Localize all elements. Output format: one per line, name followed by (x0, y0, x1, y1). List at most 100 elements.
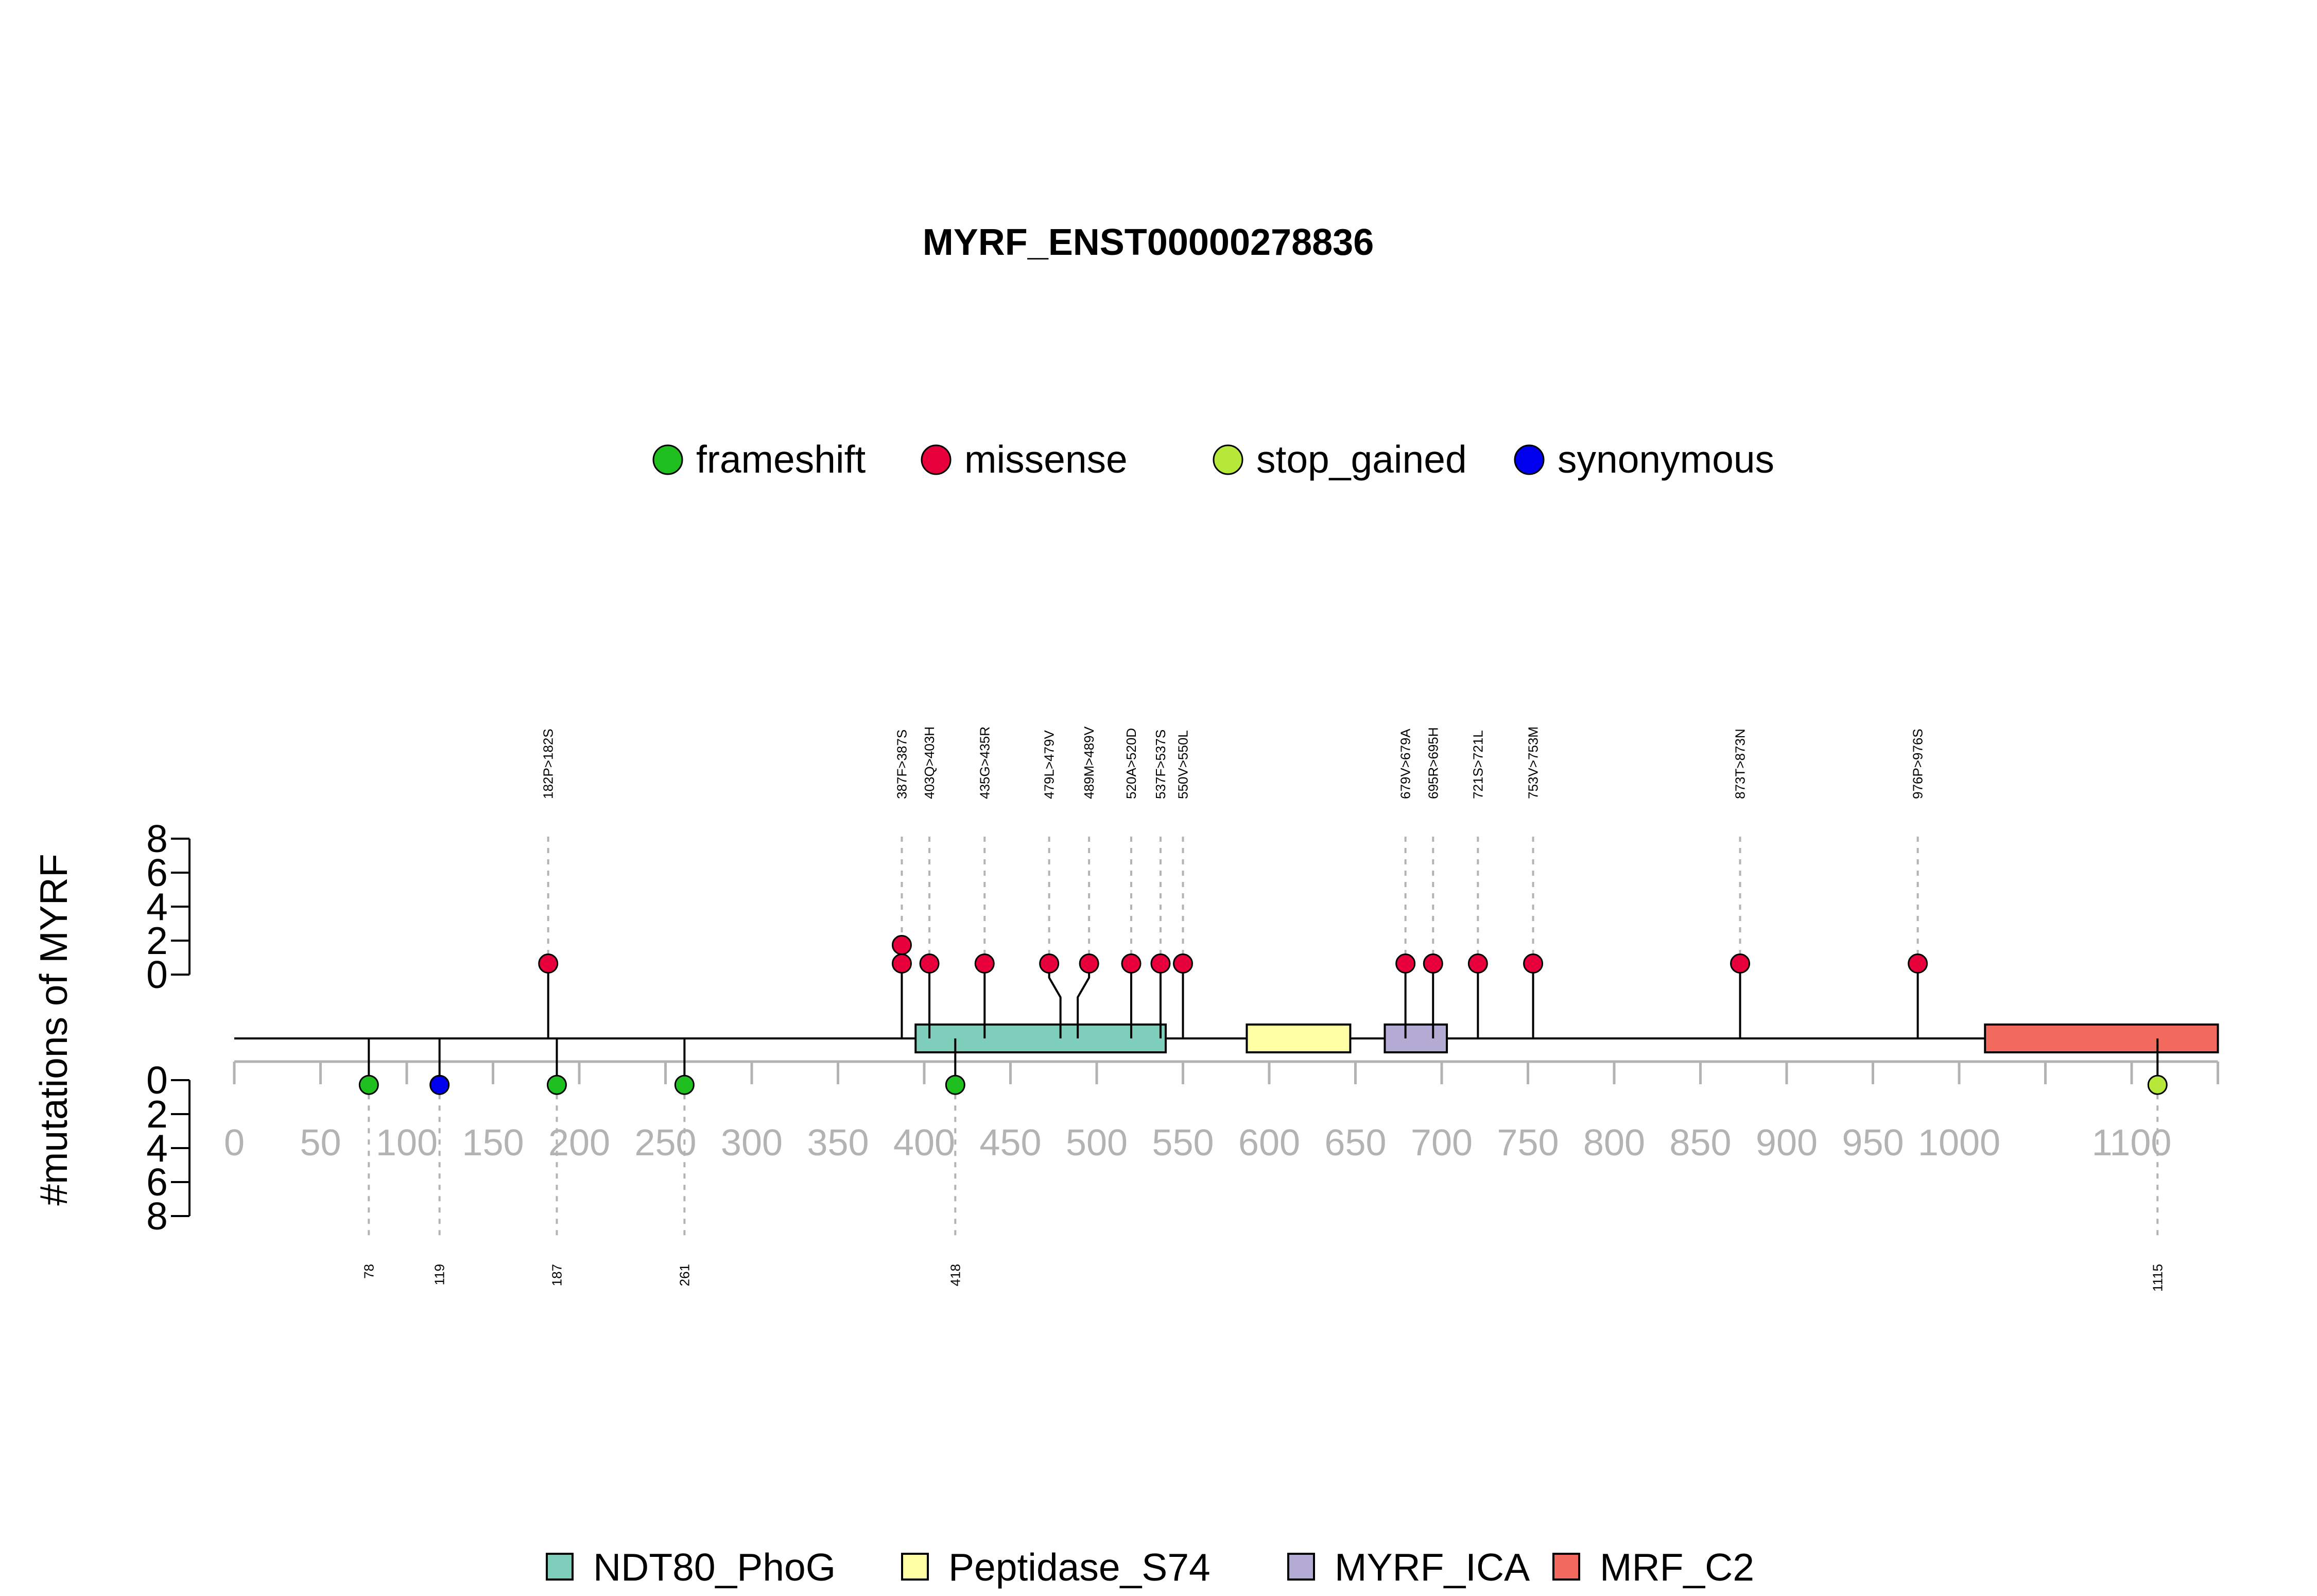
mutation-point-missense (919, 953, 940, 974)
position-tick-label: 350 (807, 1122, 869, 1164)
mutation-label: 119 (432, 1264, 447, 1285)
upper-y-tick-label: 2 (146, 919, 168, 962)
mutation-label: 721S>721L (1470, 730, 1485, 799)
position-tick-label: 1000 (1918, 1122, 2000, 1164)
mutation-label: 479L>479V (1042, 730, 1057, 799)
mutation-point-frameshift (546, 1074, 567, 1095)
position-tick-label: 900 (1756, 1122, 1818, 1164)
y-axis-label: #mutations of MYRF (32, 854, 75, 1206)
mutation-point-missense (1039, 953, 1060, 974)
mutation-point-frameshift (674, 1074, 695, 1095)
mutation-label: 753V>753M (1526, 726, 1541, 799)
mutation-label: 489M>489V (1081, 726, 1097, 799)
mutation-point-missense (1730, 953, 1751, 974)
mutation-point-synonymous (429, 1074, 450, 1095)
mutation-label: 695R>695H (1425, 727, 1441, 800)
mutation-label: 435G>435R (977, 726, 992, 799)
legend-dot-stop_gained (1213, 444, 1243, 475)
upper-y-tick-label: 0 (146, 953, 168, 996)
mutation-point-missense (1908, 953, 1928, 974)
mutation-label: 403Q>403H (922, 726, 937, 799)
mutation-label: 537F>537S (1153, 730, 1168, 799)
protein-track (234, 1023, 2219, 1053)
mutation-label: 679V>679A (1398, 728, 1413, 799)
position-tick-label: 50 (300, 1122, 341, 1164)
mutation-label: 78 (361, 1264, 376, 1279)
upper-y-tick-label: 4 (146, 885, 168, 928)
lower-y-tick-label: 2 (146, 1092, 168, 1136)
position-tick-label: 850 (1669, 1122, 1731, 1164)
legend-swatch-NDT80_PhoG (546, 1553, 574, 1581)
mutation-label: 873T>873N (1733, 728, 1748, 799)
position-tick-label: 500 (1066, 1122, 1128, 1164)
legend-label-Peptidase_S74: Peptidase_S74 (948, 1546, 1211, 1589)
guide-lines (368, 837, 2159, 1241)
mutation-label: 261 (677, 1264, 692, 1286)
position-tick-label: 550 (1152, 1122, 1214, 1164)
position-tick-label: 800 (1583, 1122, 1645, 1164)
mutation-label: 550V>550L (1175, 730, 1191, 799)
lower-y-tick-label: 4 (146, 1126, 168, 1170)
mutation-stems (368, 963, 2159, 1085)
mutation-point-missense (1423, 953, 1443, 974)
position-tick-label: 700 (1411, 1122, 1473, 1164)
legend-label-MYRF_ICA: MYRF_ICA (1335, 1546, 1530, 1589)
mutation-point-frameshift (945, 1074, 965, 1095)
mutation-label: 387F>387S (894, 730, 909, 799)
lower-y-tick-label: 8 (146, 1194, 168, 1238)
mutation-point-missense (974, 953, 995, 974)
position-tick-label: 300 (721, 1122, 783, 1164)
mutation-point-missense (1150, 953, 1171, 974)
lower-y-tick-label: 6 (146, 1160, 168, 1204)
position-tick-label: 600 (1238, 1122, 1300, 1164)
mutation-point-stop_gained (2147, 1074, 2168, 1095)
legend-label-MRF_C2: MRF_C2 (1600, 1546, 1754, 1589)
position-tick-label: 1100 (2092, 1122, 2172, 1164)
mutation-type-legend: frameshift missense stop_gained synonymous (652, 438, 1774, 481)
position-tick-label: 100 (376, 1122, 438, 1164)
domain-NDT80_PhoG (914, 1023, 1167, 1053)
legend-label-NDT80_PhoG: NDT80_PhoG (593, 1546, 836, 1589)
position-tick-label: 250 (634, 1122, 696, 1164)
legend-swatch-MYRF_ICA (1287, 1553, 1315, 1581)
legend-swatch-Peptidase_S74 (901, 1553, 929, 1581)
legend-label-frameshift: frameshift (696, 438, 866, 481)
mutation-point-missense (891, 953, 912, 974)
mutation-point-frameshift (358, 1074, 379, 1095)
position-tick-label: 450 (979, 1122, 1041, 1164)
mutation-point-missense (891, 935, 912, 955)
upper-y-tick-label: 6 (146, 851, 168, 894)
mutation-label: 187 (549, 1264, 564, 1286)
mutation-point-missense (1173, 953, 1193, 974)
mutation-label: 976P>976S (1910, 728, 1926, 799)
upper-y-tick-label: 8 (146, 817, 168, 860)
position-tick-label: 200 (548, 1122, 610, 1164)
domain-MYRF_ICA (1384, 1023, 1448, 1053)
mutation-label: 182P>182S (541, 728, 556, 799)
legend-label-stop_gained: stop_gained (1256, 438, 1467, 481)
position-tick-label: 0 (224, 1122, 245, 1164)
chart-title: MYRF_ENST00000278836 (923, 222, 1374, 263)
domain-legend: NDT80_PhoG Peptidase_S74 MYRF_ICA MRF_C2 (546, 1546, 1754, 1589)
position-tick-label: 750 (1497, 1122, 1559, 1164)
mutation-point-missense (1467, 953, 1488, 974)
mutation-label: 1115 (2150, 1264, 2165, 1292)
mutation-labels: 182P>182S 387F>387S 403Q>403H 435G>435R 479L… (361, 726, 2165, 1292)
legend-dot-missense (921, 444, 952, 475)
position-tick-label: 950 (1842, 1122, 1904, 1164)
mutation-point-missense (538, 953, 559, 974)
mutation-point-missense (1395, 953, 1416, 974)
lower-y-tick-label: 0 (146, 1059, 168, 1102)
domain-Peptidase_S74 (1246, 1023, 1352, 1053)
mutation-points (358, 935, 2168, 1095)
legend-swatch-MRF_C2 (1552, 1553, 1580, 1581)
domain-MRF_C2 (1984, 1023, 2219, 1053)
position-tick-label: 400 (893, 1122, 955, 1164)
mutation-point-missense (1523, 953, 1544, 974)
mutation-label: 418 (947, 1264, 963, 1286)
legend-label-synonymous: synonymous (1558, 438, 1774, 481)
legend-label-missense: missense (964, 438, 1128, 481)
position-tick-label: 150 (462, 1122, 524, 1164)
